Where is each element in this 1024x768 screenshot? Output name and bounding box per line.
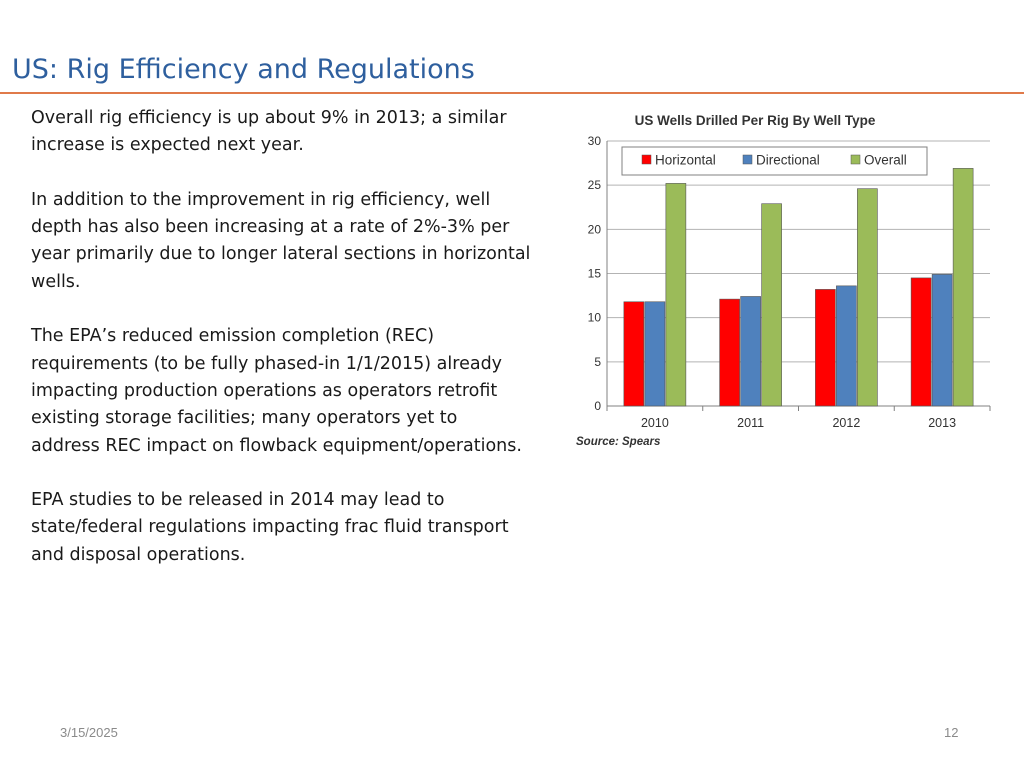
bar-horizontal-2013 bbox=[910, 277, 932, 407]
legend-swatch-directional bbox=[742, 154, 753, 165]
x-tick-label: 2010 bbox=[641, 416, 669, 430]
legend-label-directional: Directional bbox=[756, 153, 820, 168]
bar-overall-2013 bbox=[952, 168, 974, 407]
bar-horizontal-2010 bbox=[623, 301, 645, 407]
y-tick-label: 20 bbox=[588, 222, 602, 236]
bar-directional-2010 bbox=[644, 301, 666, 407]
paragraph-epa-rec: The EPA’s reduced emission completion (R… bbox=[31, 326, 522, 456]
footer-page-number: 12 bbox=[944, 725, 959, 740]
footer-date: 3/15/2025 bbox=[60, 725, 118, 740]
paragraph-epa-studies: EPA studies to be released in 2014 may l… bbox=[31, 490, 509, 565]
x-tick-label: 2012 bbox=[832, 416, 860, 430]
bar-overall-2012 bbox=[857, 188, 878, 407]
x-tick-label: 2013 bbox=[928, 416, 956, 430]
y-tick-label: 5 bbox=[594, 355, 601, 369]
paragraph-rig-efficiency: Overall rig efficiency is up about 9% in… bbox=[31, 108, 507, 156]
bar-directional-2011 bbox=[740, 296, 761, 407]
legend-swatch-overall bbox=[850, 154, 861, 165]
chart-title: US Wells Drilled Per Rig By Well Type bbox=[635, 113, 876, 128]
bar-horizontal-2011 bbox=[719, 298, 740, 407]
x-tick-label: 2011 bbox=[737, 416, 764, 430]
bar-overall-2010 bbox=[665, 183, 687, 407]
y-tick-label: 25 bbox=[588, 178, 602, 192]
legend-swatch-horizontal bbox=[641, 154, 652, 165]
title-divider bbox=[0, 92, 1024, 94]
paragraph-well-depth: In addition to the improvement in rig ef… bbox=[31, 189, 531, 292]
y-tick-label: 30 bbox=[588, 134, 602, 148]
y-tick-label: 15 bbox=[588, 267, 602, 281]
y-tick-label: 10 bbox=[588, 311, 602, 325]
y-tick-label: 0 bbox=[594, 399, 601, 413]
bar-horizontal-2012 bbox=[815, 289, 836, 407]
legend-label-horizontal: Horizontal bbox=[655, 153, 716, 168]
bar-overall-2011 bbox=[761, 203, 782, 407]
legend-label-overall: Overall bbox=[864, 153, 907, 168]
body-text: Overall rig efficiency is up about 9% in… bbox=[31, 105, 531, 596]
chart-source: Source: Spears bbox=[576, 436, 660, 448]
legend-box bbox=[621, 146, 928, 176]
bar-directional-2013 bbox=[931, 274, 953, 407]
slide-title: US: Rig Efficiency and Regulations bbox=[12, 54, 475, 85]
wells-per-rig-chart: US Wells Drilled Per Rig By Well Type 0 5 1… bbox=[576, 113, 991, 448]
bar-directional-2012 bbox=[836, 285, 857, 407]
